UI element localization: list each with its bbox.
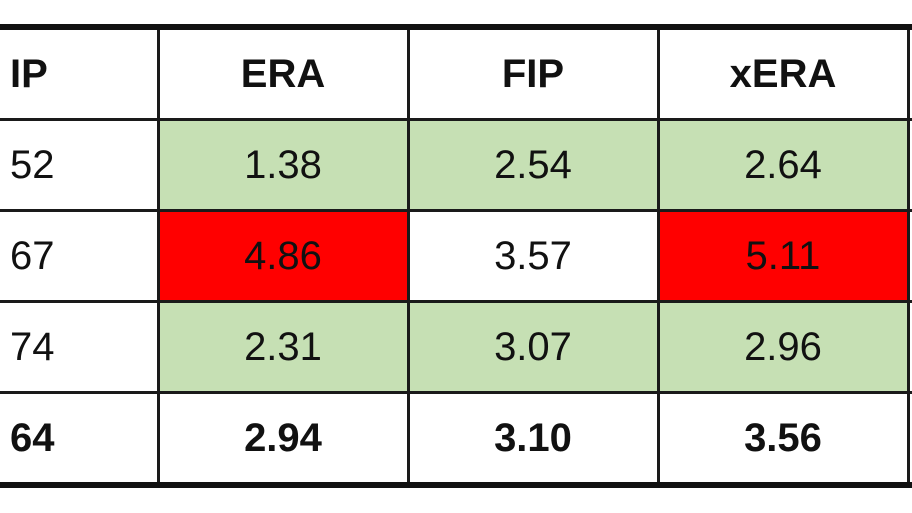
- table-row: 74 2.31 3.07 2.96: [0, 300, 912, 394]
- era-cell[interactable]: 2.31: [156, 300, 410, 394]
- fip-cell[interactable]: 2.54: [406, 118, 660, 212]
- table-row: 67 4.86 3.57 5.11: [0, 209, 912, 303]
- next-column-cell[interactable]: [906, 300, 912, 394]
- header-row: IP ERA FIP xERA: [0, 24, 912, 121]
- table-row: 52 1.38 2.54 2.64: [0, 118, 912, 212]
- ip-cell[interactable]: 52: [0, 118, 160, 212]
- xera-cell[interactable]: 2.96: [656, 300, 910, 394]
- total-fip-cell[interactable]: 3.10: [406, 391, 660, 488]
- xera-cell[interactable]: 5.11: [656, 209, 910, 303]
- header-ip[interactable]: IP: [0, 24, 160, 121]
- pitching-stats-table: IP ERA FIP xERA 52 1.38 2.54 2.64 67 4.8…: [0, 24, 912, 488]
- era-cell[interactable]: 4.86: [156, 209, 410, 303]
- next-column-cell[interactable]: [906, 118, 912, 212]
- total-era-cell[interactable]: 2.94: [156, 391, 410, 488]
- fip-cell[interactable]: 3.07: [406, 300, 660, 394]
- header-era[interactable]: ERA: [156, 24, 410, 121]
- total-ip-cell[interactable]: 64: [0, 391, 160, 488]
- header-fip[interactable]: FIP: [406, 24, 660, 121]
- ip-cell[interactable]: 74: [0, 300, 160, 394]
- next-column-cell[interactable]: [906, 209, 912, 303]
- era-cell[interactable]: 1.38: [156, 118, 410, 212]
- fip-cell[interactable]: 3.57: [406, 209, 660, 303]
- header-xera[interactable]: xERA: [656, 24, 910, 121]
- ip-cell[interactable]: 67: [0, 209, 160, 303]
- header-next-column-cell[interactable]: [906, 24, 912, 121]
- total-xera-cell[interactable]: 3.56: [656, 391, 910, 488]
- total-row: 64 2.94 3.10 3.56: [0, 391, 912, 488]
- next-column-cell[interactable]: [906, 391, 912, 488]
- xera-cell[interactable]: 2.64: [656, 118, 910, 212]
